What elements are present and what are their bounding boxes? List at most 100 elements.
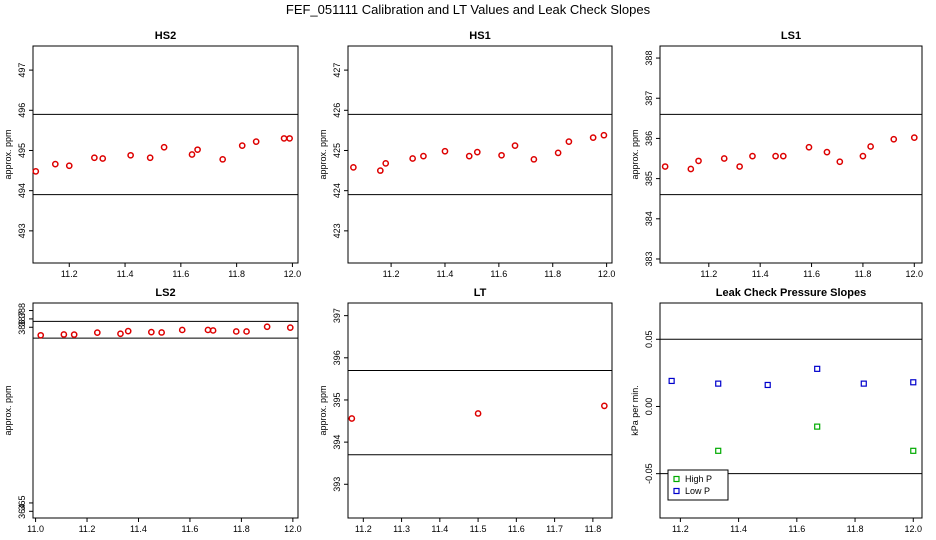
y-tick-label: 388 [644, 51, 654, 66]
y-tick-label: 383 [644, 251, 654, 266]
y-tick-label: 395 [332, 392, 342, 407]
x-tick-label: 11.2 [355, 524, 372, 534]
x-tick-label: 12.0 [598, 269, 616, 279]
data-point [910, 379, 917, 386]
data-point [158, 329, 165, 336]
data-point [465, 152, 473, 160]
data-point [350, 164, 357, 171]
y-tick-label: 393 [332, 477, 342, 492]
x-tick-label: 11.6 [508, 524, 525, 534]
x-tick-label: 11.6 [172, 269, 189, 279]
data-point [146, 154, 154, 162]
data-point [409, 155, 417, 162]
data-point [600, 131, 608, 139]
data-point [554, 149, 562, 157]
x-tick-label: 11.4 [431, 524, 448, 534]
y-tick-label: 364 [17, 504, 27, 519]
data-point [589, 134, 597, 141]
y-tick-label: 495 [17, 143, 27, 158]
y-tick-label: 0.05 [644, 331, 654, 349]
data-point [188, 151, 196, 158]
x-tick-label: 11.2 [672, 524, 689, 534]
y-tick-label: 385 [644, 171, 654, 186]
x-tick-label: 11.6 [490, 269, 507, 279]
plot-frame [347, 302, 613, 519]
chart-panels: HS2 approx. ppm 11.2 11.4 11.6 11.8 12.0 493 494… [3, 30, 923, 534]
x-tick-label: 11.8 [233, 524, 250, 534]
legend-marker [673, 487, 680, 495]
data-point [420, 152, 427, 160]
plot-frame [659, 45, 923, 264]
data-point [147, 328, 155, 336]
data-point [194, 146, 201, 154]
x-tick-label: 11.2 [79, 524, 96, 534]
x-tick-label: 12.0 [284, 269, 302, 279]
x-tick-label: 11.8 [228, 269, 245, 279]
data-point [779, 152, 787, 160]
legend-marker [673, 475, 680, 483]
plot-frame [32, 45, 299, 264]
y-tick-label: -0.05 [644, 463, 654, 484]
data-point [286, 324, 294, 331]
y-tick-label: 387 [17, 311, 27, 326]
x-tick-label: 11.5 [470, 524, 487, 534]
y-axis-label: approx. ppm [630, 129, 640, 179]
x-tick-label: 11.2 [383, 269, 400, 279]
x-tick-label: 11.6 [788, 524, 805, 534]
x-tick-label: 11.0 [27, 524, 44, 534]
y-axis-label: approx. ppm [318, 385, 328, 435]
data-point [252, 138, 260, 145]
x-tick-label: 11.4 [117, 269, 134, 279]
x-tick-label: 11.6 [803, 269, 820, 279]
data-point [772, 152, 779, 160]
y-tick-label: 387 [644, 91, 654, 106]
legend-label: High P [685, 474, 712, 484]
figure-title: FEF_051111 Calibration and LT Values and… [286, 2, 651, 17]
y-axis-label: approx. ppm [3, 129, 13, 179]
data-point [93, 329, 101, 336]
data-point [805, 143, 813, 151]
y-tick-label: 394 [332, 435, 342, 450]
data-point [661, 163, 669, 170]
data-point [736, 163, 743, 170]
data-point [565, 138, 573, 145]
y-tick-label: 427 [332, 63, 342, 78]
data-point [890, 135, 898, 143]
plot-frame [32, 302, 299, 519]
data-point [51, 160, 59, 168]
x-tick-label: 12.0 [905, 524, 923, 534]
y-tick-label: 425 [332, 143, 342, 158]
x-tick-label: 11.6 [182, 524, 199, 534]
data-point [238, 142, 246, 150]
data-point [530, 155, 538, 163]
x-tick-label: 11.8 [847, 524, 864, 534]
y-tick-label: 388 [17, 303, 27, 318]
y-tick-label: 494 [17, 183, 27, 198]
plot-frame [659, 302, 923, 519]
panel-title: LS2 [155, 287, 175, 299]
panel-title: HS1 [469, 30, 490, 42]
y-tick-label: 386 [17, 320, 27, 335]
x-tick-label: 12.0 [284, 524, 302, 534]
data-point [668, 377, 675, 385]
data-point [219, 155, 227, 163]
data-point [117, 330, 124, 338]
panel-leak: Leak Check Pressure Slopes kPa per min. 11… [630, 287, 923, 534]
data-point [124, 327, 132, 335]
data-point [70, 331, 78, 338]
y-tick-label: 365 [17, 495, 27, 510]
y-tick-label: 397 [332, 308, 342, 323]
panel-hs1: HS1 approx. ppm 11.2 11.4 11.6 11.8 12.0 423 424… [318, 30, 615, 279]
y-axis-label: approx. ppm [3, 385, 13, 435]
data-point [511, 142, 519, 150]
y-axis-label: kPa per min. [630, 385, 640, 436]
plot-frame [347, 45, 613, 264]
data-point [37, 331, 45, 339]
data-point [836, 158, 844, 166]
panel-title: HS2 [155, 30, 176, 42]
y-tick-label: 423 [332, 223, 342, 238]
y-tick-label: 497 [17, 63, 27, 78]
x-tick-label: 11.4 [437, 269, 454, 279]
data-point [91, 154, 98, 162]
